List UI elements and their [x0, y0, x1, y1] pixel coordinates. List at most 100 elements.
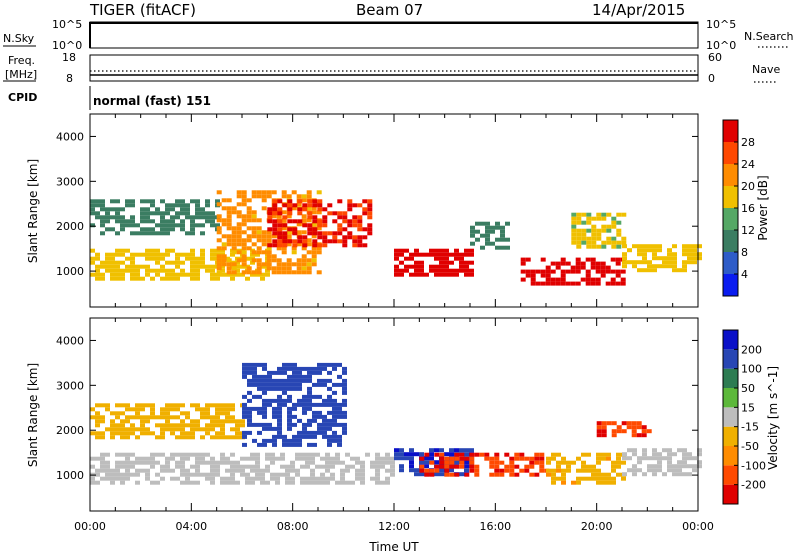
velocity-cell: [307, 394, 312, 399]
power-cell: [140, 264, 145, 269]
velocity-cell: [245, 456, 250, 461]
velocity-cell: [317, 382, 322, 387]
power-cell: [367, 223, 373, 228]
velocity-cell: [449, 452, 454, 457]
velocity-cell: [652, 464, 657, 469]
velocity-cell: [337, 422, 342, 427]
velocity-cell: [439, 464, 445, 469]
velocity-cell: [332, 362, 337, 367]
power-cell: [175, 223, 180, 228]
power-cell: [130, 276, 135, 281]
power-cell: [291, 262, 297, 267]
velocity-cell: [297, 370, 302, 375]
velocity-cell: [611, 460, 616, 465]
power-cell: [130, 268, 135, 273]
power-cell: [667, 252, 672, 257]
velocity-cell: [454, 456, 460, 461]
nsky-label: N.Sky: [3, 32, 35, 45]
velocity-cell: [175, 464, 180, 469]
power-cell: [165, 272, 170, 277]
power-cell: [205, 211, 210, 216]
velocity-cell: [262, 406, 267, 411]
power-cell: [277, 223, 283, 228]
velocity-cell: [175, 423, 180, 428]
power-cell: [261, 250, 267, 255]
power-cell: [287, 239, 293, 244]
power-cell: [311, 222, 317, 227]
power-cell: [565, 261, 571, 266]
power-ylabel: Slant Range [km]: [26, 159, 40, 263]
velocity-cell: [125, 431, 130, 436]
power-cell: [409, 272, 414, 277]
power-cell: [216, 230, 222, 235]
velocity-cell: [135, 456, 140, 461]
power-cell: [165, 252, 170, 257]
power-cell: [190, 223, 195, 228]
velocity-cell: [272, 434, 277, 439]
velocity-cell: [292, 370, 297, 375]
power-cell: [576, 240, 582, 245]
velocity-cell: [160, 435, 165, 440]
power-cell: [170, 203, 175, 208]
velocity-cell: [290, 476, 295, 481]
velocity-cell: [601, 476, 606, 481]
velocity-cell: [561, 476, 566, 481]
power-cell: [216, 190, 222, 195]
velocity-cell: [302, 410, 307, 415]
power-cell: [276, 270, 282, 275]
power-cell: [615, 257, 621, 262]
velocity-cell: [315, 476, 320, 481]
power-cell: [251, 214, 257, 219]
power-cell: [342, 239, 348, 244]
velocity-cell: [185, 431, 190, 436]
power-cell: [621, 236, 627, 241]
velocity-cell: [230, 452, 235, 457]
power-cell: [135, 223, 140, 228]
power-cell: [590, 261, 596, 266]
power-cell: [434, 272, 439, 277]
velocity-cell: [657, 464, 662, 469]
power-cell: [530, 281, 536, 286]
power-colorbar-bin: [723, 208, 738, 230]
velocity-cell: [150, 480, 155, 485]
velocity-cell: [257, 386, 262, 391]
velocity-cell: [262, 378, 267, 383]
velocity-cell: [195, 403, 200, 408]
power-cell: [611, 236, 617, 241]
velocity-cell: [581, 476, 586, 481]
velocity-cell: [494, 456, 500, 461]
velocity-cell: [282, 382, 287, 387]
velocity-cell: [195, 468, 200, 473]
velocity-cell: [596, 480, 601, 485]
velocity-cell: [287, 410, 292, 415]
velocity-cell: [404, 456, 409, 461]
power-cell: [251, 270, 257, 275]
power-cell: [226, 238, 232, 243]
power-cell: [135, 252, 140, 257]
velocity-cell: [320, 456, 325, 461]
power-cell: [170, 248, 175, 253]
power-cell: [347, 231, 353, 236]
power-cell: [256, 230, 262, 235]
power-cell: [570, 265, 576, 270]
power-cell: [600, 261, 606, 266]
velocity-cell: [230, 480, 235, 485]
velocity-cell: [449, 472, 455, 477]
power-cell: [610, 257, 616, 262]
power-cell: [622, 252, 627, 257]
power-cell: [95, 272, 100, 277]
velocity-cell: [215, 468, 220, 473]
velocity-cell: [255, 452, 260, 457]
velocity-cell: [340, 480, 345, 485]
velocity-cell: [120, 460, 125, 465]
velocity-cell: [606, 472, 611, 477]
velocity-cell: [342, 422, 347, 427]
power-cell: [332, 235, 338, 240]
velocity-cell: [297, 366, 302, 371]
velocity-cell: [616, 429, 622, 434]
velocity-cell: [220, 452, 225, 457]
power-cell: [301, 218, 307, 223]
velocity-cell: [596, 425, 602, 430]
power-cell: [590, 265, 596, 270]
power-cell: [277, 219, 283, 224]
